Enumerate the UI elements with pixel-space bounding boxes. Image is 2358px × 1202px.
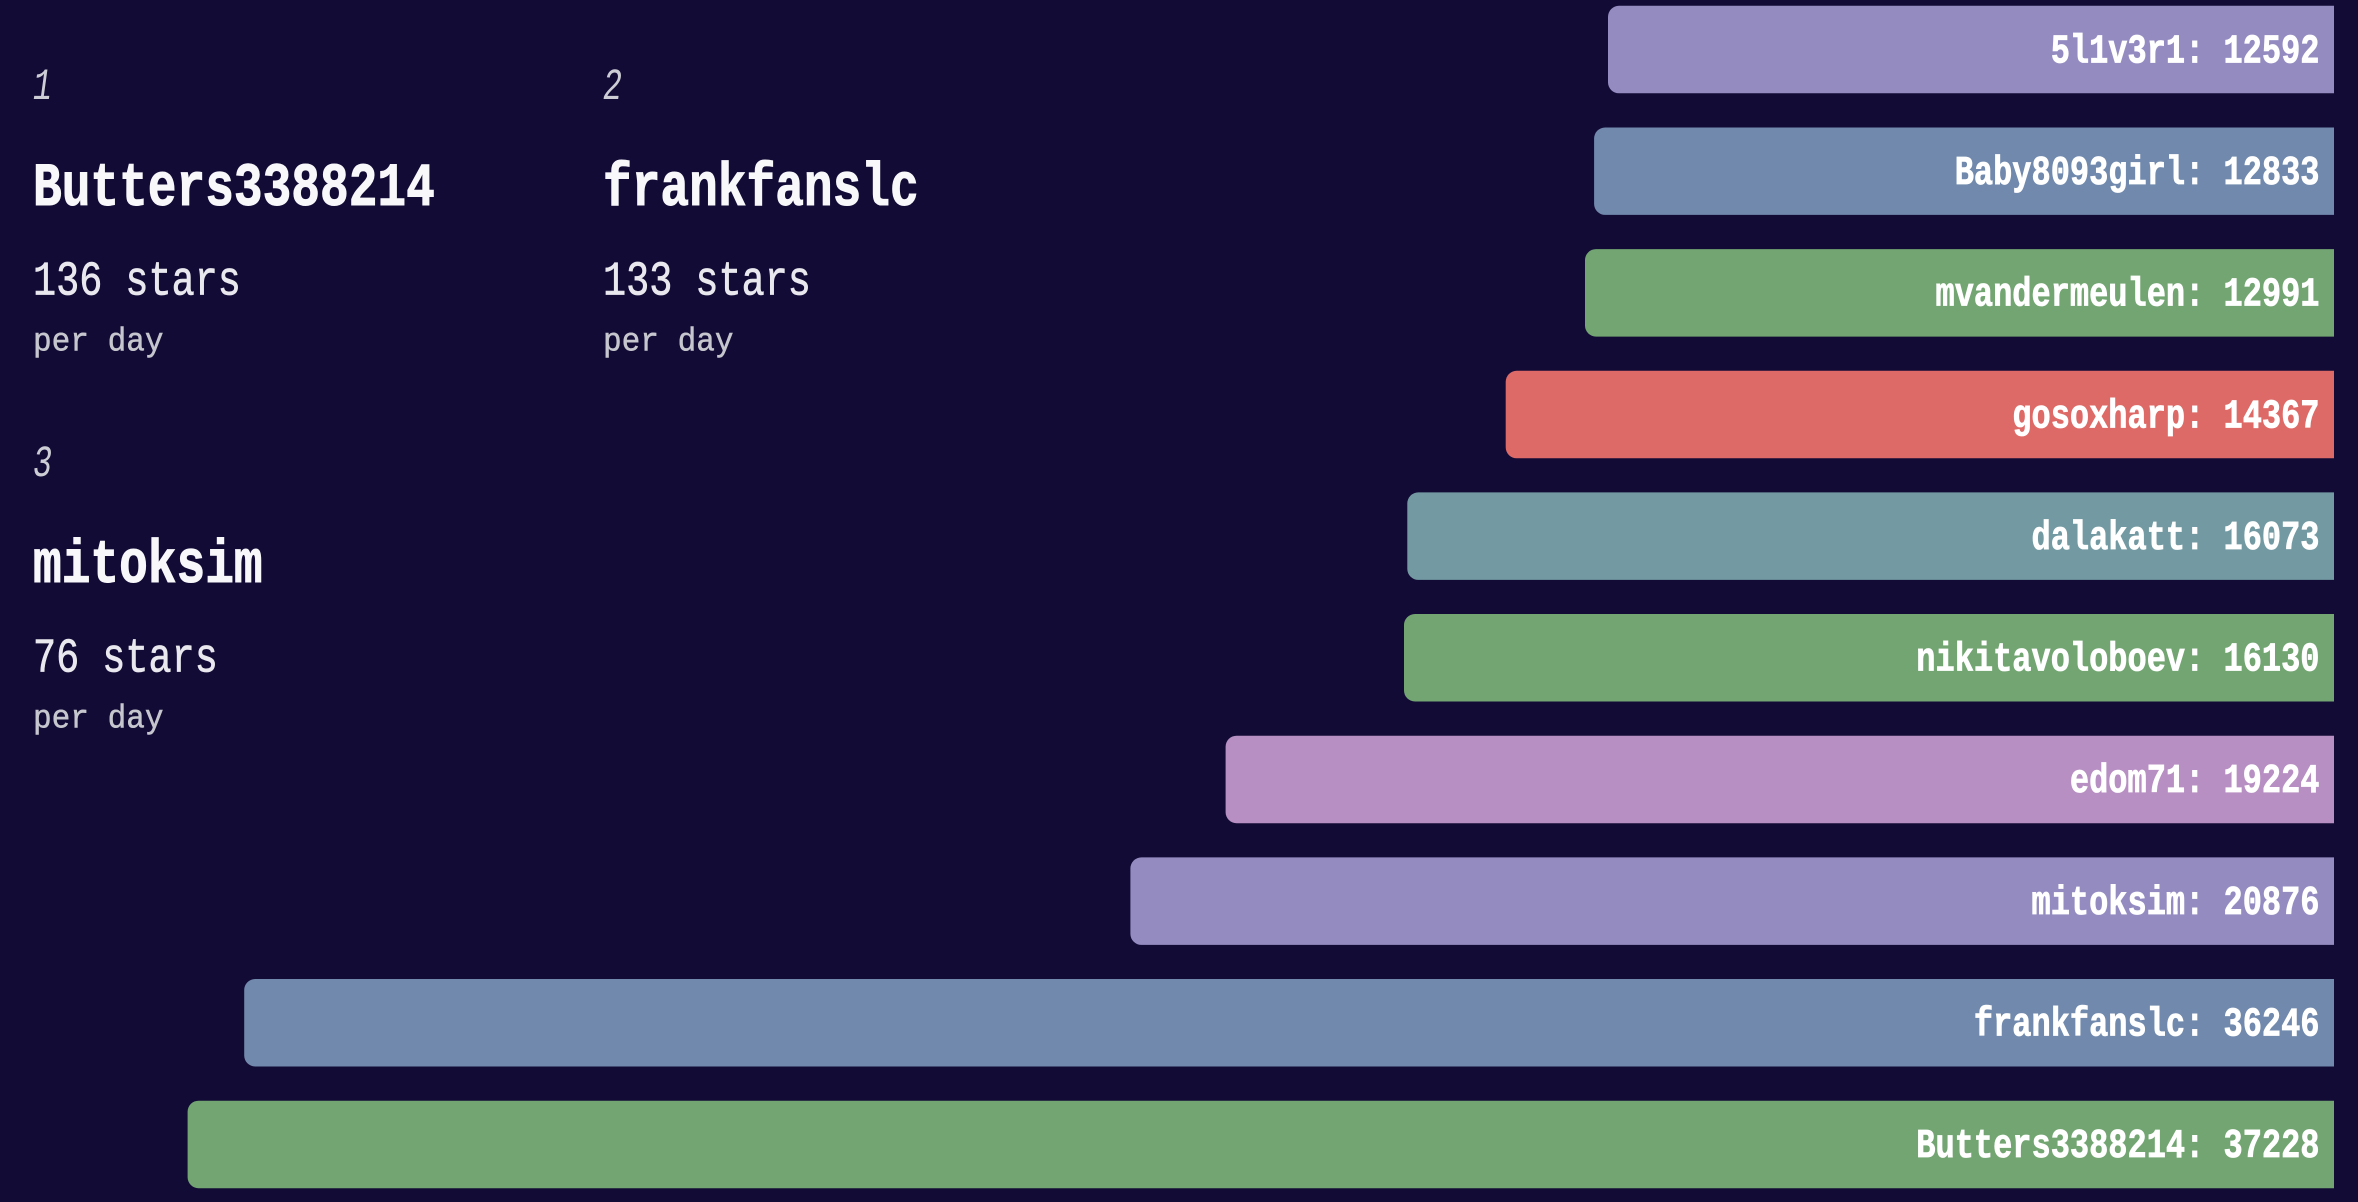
svg-text:76 stars: 76 stars (33, 632, 218, 687)
svg-text:per day: per day (33, 700, 164, 738)
svg-text:3: 3 (33, 440, 52, 490)
svg-text:mvandermeulen: 12991: mvandermeulen: 12991 (1936, 273, 2320, 319)
svg-text:2: 2 (603, 63, 622, 113)
svg-text:frankfanslc: frankfanslc (603, 155, 919, 224)
svg-text:5l1v3r1: 12592: 5l1v3r1: 12592 (2051, 29, 2320, 75)
svg-text:Butters3388214: 37228: Butters3388214: 37228 (1916, 1124, 2319, 1170)
svg-text:per day: per day (33, 323, 164, 361)
svg-text:133 stars: 133 stars (603, 255, 811, 310)
svg-text:nikitavoloboev: 16130: nikitavoloboev: 16130 (1916, 638, 2319, 684)
svg-text:mitoksim: 20876: mitoksim: 20876 (2032, 881, 2320, 927)
svg-text:per day: per day (603, 323, 734, 361)
svg-text:mitoksim: mitoksim (33, 532, 263, 601)
svg-text:136 stars: 136 stars (33, 255, 241, 310)
svg-text:Butters3388214: Butters3388214 (33, 155, 435, 224)
svg-text:frankfanslc: 36246: frankfanslc: 36246 (1974, 1003, 2320, 1049)
svg-text:gosoxharp: 14367: gosoxharp: 14367 (2012, 394, 2319, 440)
svg-text:Baby8093girl: 12833: Baby8093girl: 12833 (1955, 151, 2320, 197)
svg-text:edom71: 19224: edom71: 19224 (2070, 759, 2320, 805)
svg-text:dalakatt: 16073: dalakatt: 16073 (2032, 516, 2320, 562)
svg-text:1: 1 (33, 63, 52, 113)
